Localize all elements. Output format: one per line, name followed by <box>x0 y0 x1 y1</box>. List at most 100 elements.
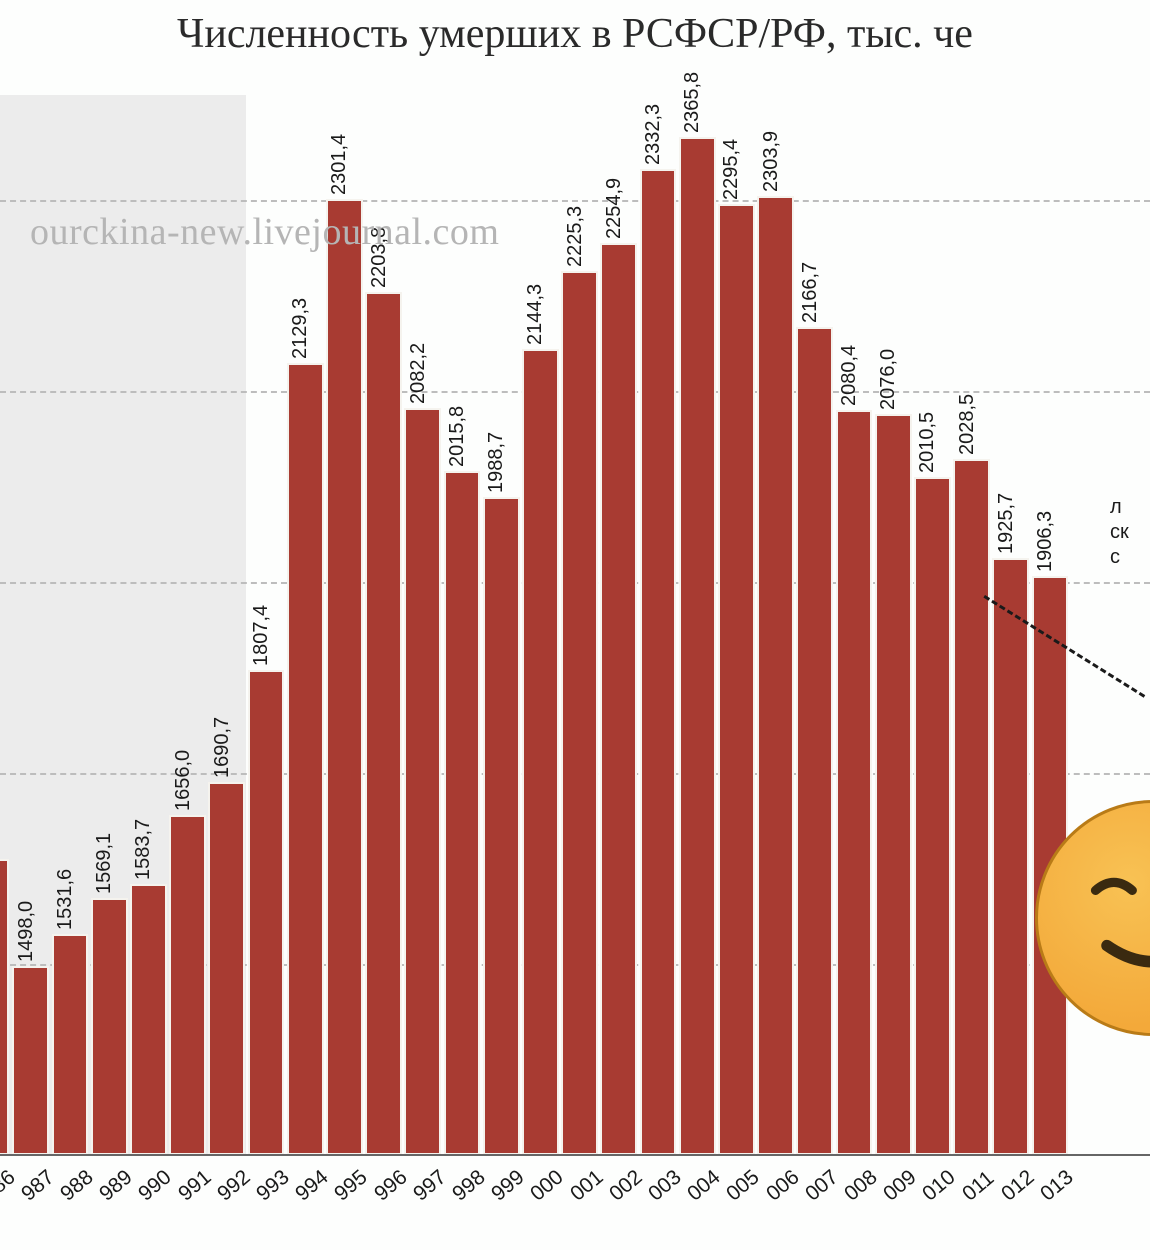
bar-value-label: 2254,9 <box>603 178 626 239</box>
bar <box>0 859 9 1155</box>
bar-value-label: 2332,3 <box>642 104 665 165</box>
x-axis-label: 999 <box>487 1165 529 1206</box>
bar-slot: 1925,7 <box>991 95 1030 1155</box>
bar-value-label: 2295,4 <box>720 139 743 200</box>
bar: 1656,0 <box>169 815 206 1155</box>
bar: 2080,4 <box>836 410 873 1155</box>
bar-slot: 2303,9 <box>756 95 795 1155</box>
bar-value-label: 1531,6 <box>54 869 77 930</box>
x-axis-label: 988 <box>56 1165 98 1206</box>
x-axis-label: 986 <box>0 1165 20 1206</box>
bar: 2015,8 <box>444 471 481 1155</box>
bar: 2166,7 <box>796 327 833 1155</box>
bar-slot: 2028,5 <box>952 95 991 1155</box>
bar-value-label: 2082,2 <box>407 343 430 404</box>
x-axis-label: 003 <box>644 1165 686 1206</box>
x-axis-label: 991 <box>174 1165 216 1206</box>
x-axis-label: 010 <box>918 1165 960 1206</box>
bar-value-label: 2365,8 <box>681 72 704 133</box>
bar-value-label: 2015,8 <box>446 406 469 467</box>
bar-value-label: 1569,1 <box>93 833 116 894</box>
bar-slot <box>0 95 11 1155</box>
watermark-text: ourckina-new.livejournal.com <box>30 210 499 254</box>
bar-value-label: 1988,7 <box>485 432 508 493</box>
x-axis-label: 007 <box>801 1165 843 1206</box>
bar-slot: 2365,8 <box>678 95 717 1155</box>
bar-slot: 2080,4 <box>834 95 873 1155</box>
x-axis-label: 990 <box>134 1165 176 1206</box>
x-axis-label: 995 <box>330 1165 372 1206</box>
bar-slot: 1569,1 <box>90 95 129 1155</box>
bar: 1498,0 <box>12 966 49 1155</box>
bar-value-label: 1656,0 <box>172 750 195 811</box>
bar-slot: 2076,0 <box>874 95 913 1155</box>
bar: 2225,3 <box>561 271 598 1155</box>
x-axis-label: 993 <box>252 1165 294 1206</box>
bar: 2203,8 <box>365 292 402 1155</box>
x-axis-label: 008 <box>840 1165 882 1206</box>
bar-slot: 2254,9 <box>599 95 638 1155</box>
x-axis-label: 002 <box>605 1165 647 1206</box>
baseline <box>0 1154 1150 1156</box>
chart-title: Численность умерших в РСФСР/РФ, тыс. че <box>0 10 1150 58</box>
bar-value-label: 1925,7 <box>995 492 1018 553</box>
x-axis: 9869879889899909919929939949959969979989… <box>0 1160 1150 1240</box>
x-axis-label: 000 <box>526 1165 568 1206</box>
bar: 2076,0 <box>875 414 912 1155</box>
bar-slot: 1656,0 <box>168 95 207 1155</box>
bar-slot: 2225,3 <box>560 95 599 1155</box>
bar: 1690,7 <box>208 782 245 1155</box>
x-axis-label: 998 <box>448 1165 490 1206</box>
bar: 2365,8 <box>679 137 716 1155</box>
annotation-text: лскс <box>1110 495 1129 570</box>
bar-value-label: 1690,7 <box>211 717 234 778</box>
bar: 2010,5 <box>914 477 951 1155</box>
bar: 2144,3 <box>522 349 559 1155</box>
x-axis-label: 009 <box>879 1165 921 1206</box>
bar-slot: 2010,5 <box>913 95 952 1155</box>
x-axis-label: 011 <box>958 1166 999 1206</box>
bar: 1988,7 <box>483 497 520 1155</box>
x-axis-label: 987 <box>17 1165 59 1206</box>
chart-container: Численность умерших в РСФСР/РФ, тыс. че … <box>0 0 1150 1250</box>
bar: 1531,6 <box>52 934 89 1155</box>
bar-value-label: 1583,7 <box>132 819 155 880</box>
bar-value-label: 2076,0 <box>877 349 900 410</box>
bar-slot: 2203,8 <box>364 95 403 1155</box>
bar-value-label: 1906,3 <box>1034 511 1057 572</box>
bar-value-label: 2010,5 <box>916 411 939 472</box>
x-axis-label: 004 <box>683 1165 725 1206</box>
bar: 2082,2 <box>404 408 441 1155</box>
bar-slot: 1531,6 <box>50 95 89 1155</box>
bar-slot: 1583,7 <box>129 95 168 1155</box>
x-axis-label: 001 <box>566 1165 608 1206</box>
x-axis-label: 013 <box>1036 1165 1078 1206</box>
bar: 2332,3 <box>640 169 677 1155</box>
bar-slot: 1807,4 <box>246 95 285 1155</box>
bars-layer: 1498,01531,61569,11583,71656,01690,71807… <box>0 95 1150 1155</box>
x-axis-label: 989 <box>95 1165 137 1206</box>
bar-slot: 2166,7 <box>795 95 834 1155</box>
x-axis-label: 992 <box>213 1165 255 1206</box>
bar-slot: 2015,8 <box>442 95 481 1155</box>
emoji-overlay <box>1035 800 1150 1036</box>
bar-value-label: 2303,9 <box>760 131 783 192</box>
bar-slot: 2301,4 <box>325 95 364 1155</box>
bar-slot: 2082,2 <box>403 95 442 1155</box>
bar-value-label: 2129,3 <box>289 298 312 359</box>
x-axis-label: 994 <box>291 1165 333 1206</box>
bar-value-label: 2166,7 <box>799 262 822 323</box>
bar-slot: 1498,0 <box>11 95 50 1155</box>
bar-slot: 2144,3 <box>521 95 560 1155</box>
bar: 1925,7 <box>992 558 1029 1156</box>
bar: 2254,9 <box>600 243 637 1155</box>
bar: 2303,9 <box>757 196 794 1155</box>
bar-value-label: 2028,5 <box>956 394 979 455</box>
bar-slot: 2332,3 <box>638 95 677 1155</box>
bar-value-label: 1807,4 <box>250 605 273 666</box>
bar: 1583,7 <box>130 884 167 1155</box>
x-axis-label: 006 <box>762 1165 804 1206</box>
bar: 2028,5 <box>953 459 990 1155</box>
plot-area: ourckina-new.livejournal.com 1498,01531,… <box>0 95 1150 1155</box>
bar-value-label: 2080,4 <box>838 345 861 406</box>
